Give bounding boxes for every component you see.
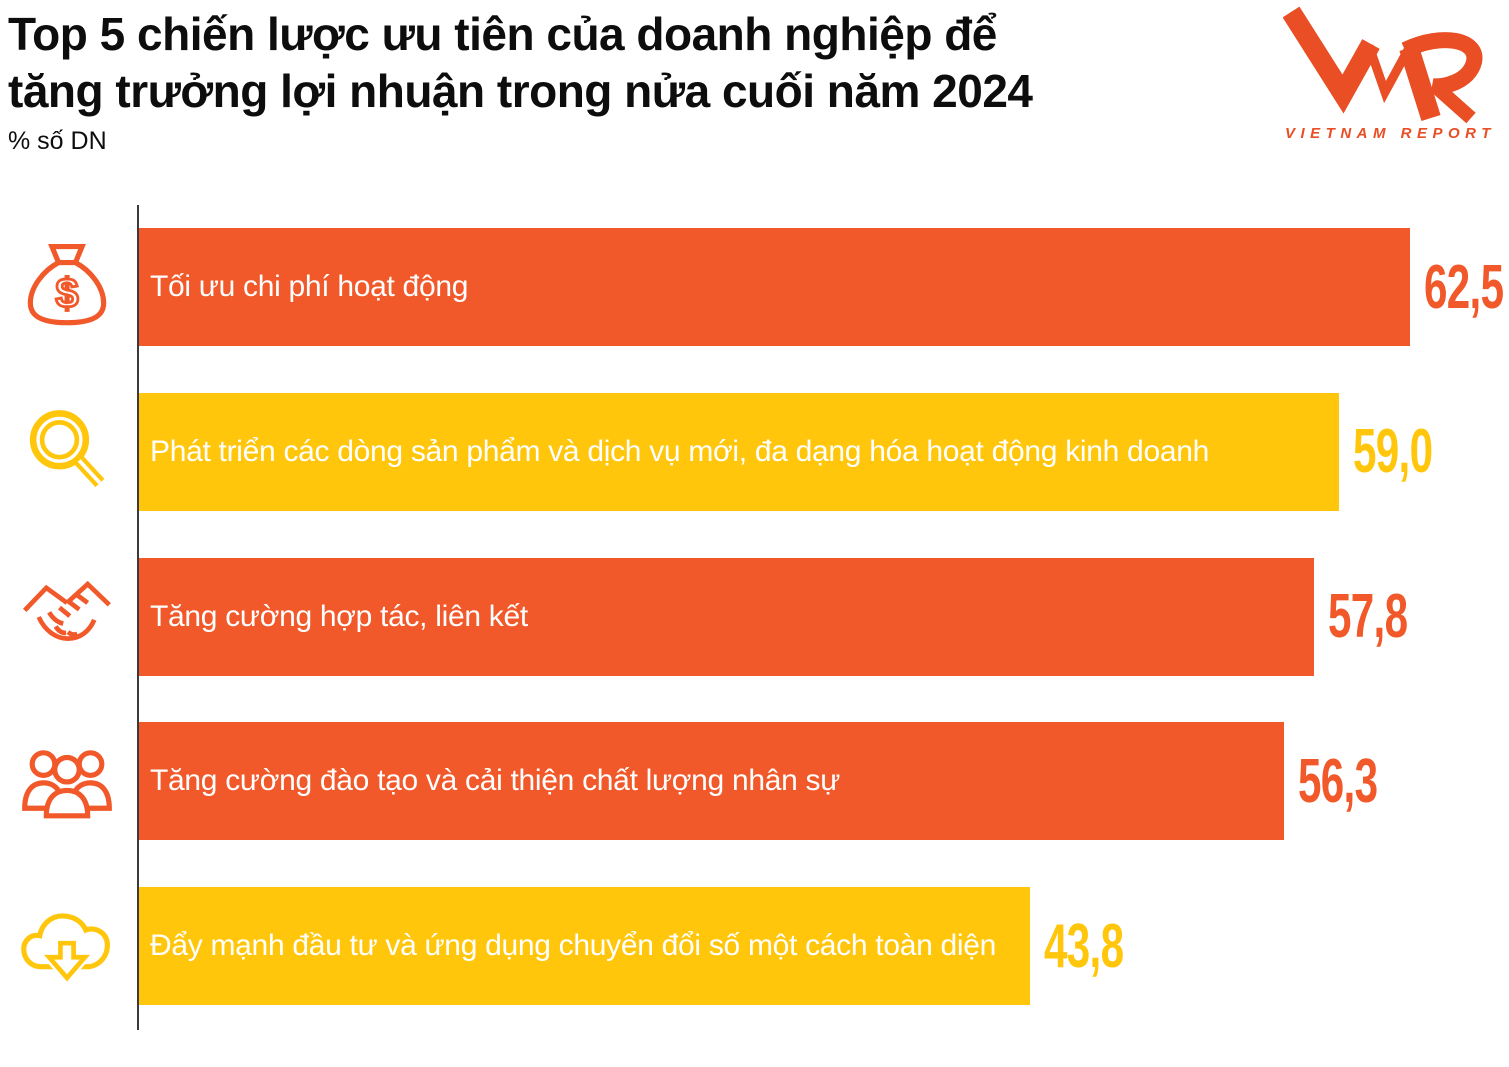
chart-row: Tăng cường hợp tác, liên kết 57,8 (0, 557, 1509, 676)
magnifier-icon (29, 409, 105, 487)
icon-cell (18, 558, 116, 676)
bar: Tăng cường hợp tác, liên kết (139, 557, 1314, 676)
bar-category-label: Tăng cường hợp tác, liên kết (150, 599, 528, 633)
bar-value-label: 62,5 (1424, 252, 1504, 322)
bar: Phát triển các dòng sản phẩm và dịch vụ … (139, 392, 1339, 511)
vnr-logo: VIETNAM REPORT (1282, 4, 1495, 144)
icon-cell (18, 722, 116, 840)
bar-category-label: Đẩy mạnh đầu tư và ứng dụng chuyển đổi s… (150, 929, 997, 962)
unit-subtitle: % số DN (8, 127, 107, 155)
logo-letter-n (1364, 44, 1413, 104)
value-cell: 62,5 (1424, 228, 1509, 346)
page-title-line2: tăng trưởng lợi nhuận trong nửa cuối năm… (8, 65, 1033, 117)
people-group-icon (22, 750, 112, 819)
value-cell: 43,8 (1044, 887, 1161, 1005)
cloud-download-icon (21, 913, 111, 986)
bar: Tăng cường đào tạo và cải thiện chất lượ… (139, 722, 1284, 841)
logo-letter-v (1282, 6, 1380, 114)
page-title: Top 5 chiến lược ưu tiên của doanh nghiệ… (8, 6, 1228, 120)
chart-row: Tăng cường đào tạo và cải thiện chất lượ… (0, 722, 1509, 841)
bar: Tối ưu chi phí hoạt động (139, 228, 1410, 346)
value-cell: 59,0 (1353, 393, 1470, 511)
bar-category-label: Tăng cường đào tạo và cải thiện chất lượ… (150, 764, 841, 798)
logo-letter-r-bowl (1401, 32, 1483, 95)
bar-value-label: 56,3 (1298, 746, 1378, 816)
value-cell: 57,8 (1328, 558, 1445, 676)
chart-row: Phát triển các dòng sản phẩm và dịch vụ … (0, 392, 1509, 511)
vnr-logo-mark: VIETNAM REPORT (1282, 6, 1495, 142)
bar-value-label: 59,0 (1353, 417, 1433, 487)
logo-caption: VIETNAM REPORT (1285, 125, 1495, 142)
bar-value-label: 57,8 (1328, 582, 1408, 651)
money-bag-icon: $ (27, 243, 107, 326)
bar-chart: $ Tối ưu chi phí hoạt động 62,5 Phát triể… (0, 205, 1509, 1045)
chart-row: $ Tối ưu chi phí hoạt động 62,5 (0, 228, 1509, 346)
logo-letter-r-stem (1399, 45, 1441, 121)
chart-row: Đẩy mạnh đầu tư và ứng dụng chuyển đổi s… (0, 887, 1509, 1005)
handshake-icon (23, 580, 111, 641)
y-axis-line (137, 205, 139, 1030)
bar: Đẩy mạnh đầu tư và ứng dụng chuyển đổi s… (139, 887, 1030, 1005)
bar-value-label: 43,8 (1044, 911, 1124, 981)
icon-cell: $ (18, 228, 116, 346)
icon-cell (18, 393, 116, 511)
bar-category-label: Phát triển các dòng sản phẩm và dịch vụ … (150, 434, 1209, 468)
page-title-line1: Top 5 chiến lược ưu tiên của doanh nghiệ… (8, 8, 997, 60)
logo-letter-r-leg (1430, 80, 1476, 124)
icon-cell (18, 887, 116, 1005)
svg-text:$: $ (55, 271, 78, 317)
value-cell: 56,3 (1298, 722, 1415, 840)
bar-category-label: Tối ưu chi phí hoạt động (150, 270, 469, 303)
